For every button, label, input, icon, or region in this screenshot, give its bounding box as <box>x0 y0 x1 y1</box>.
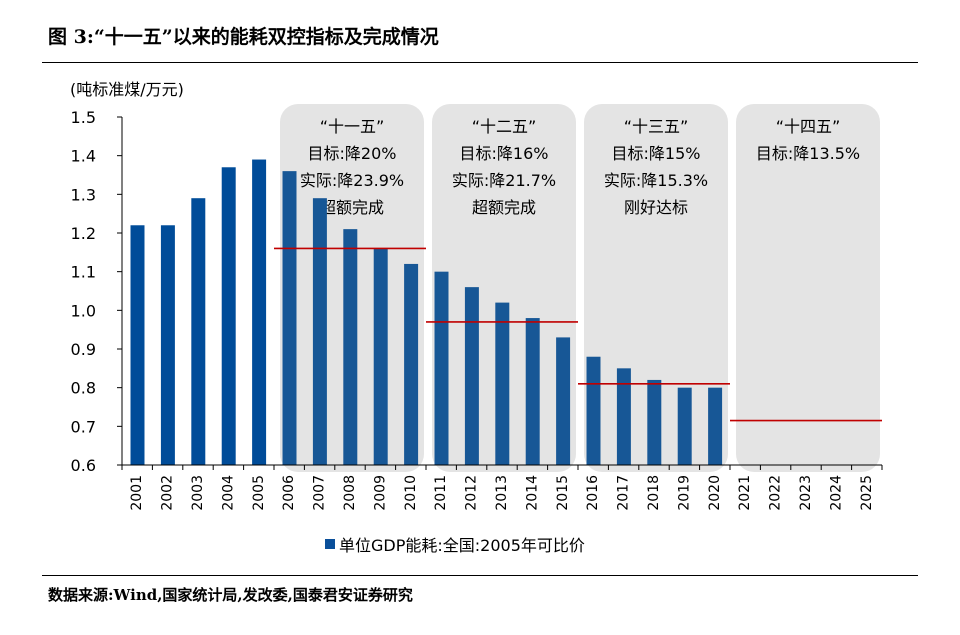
unit-label: (吨标准煤/万元) <box>70 80 184 99</box>
x-tick-label: 2013 <box>494 475 510 511</box>
bar <box>647 379 662 465</box>
x-tick-label: 2018 <box>646 475 662 511</box>
period-label: 超额完成 <box>472 198 536 217</box>
period-label: 目标:降13.5% <box>756 144 860 163</box>
bar <box>404 263 419 465</box>
bar <box>525 318 540 465</box>
x-tick-label: 2014 <box>524 475 540 511</box>
figure-title: 图 3:“十一五”以来的能耗双控指标及完成情况 <box>48 26 439 48</box>
period-label: “十四五” <box>776 117 841 136</box>
period-label: “十二五” <box>472 117 537 136</box>
x-tick-label: 2017 <box>616 475 632 511</box>
top-divider <box>42 62 918 63</box>
y-tick-label: 1.5 <box>71 108 96 127</box>
period-label: 超额完成 <box>320 198 384 217</box>
x-tick-label: 2001 <box>129 475 145 511</box>
bar <box>312 198 327 465</box>
period-label: 目标:降20% <box>308 144 397 163</box>
y-tick-label: 1.1 <box>71 263 96 282</box>
x-tick-label: 2006 <box>281 475 297 511</box>
period-box <box>736 104 880 472</box>
x-tick-label: 2003 <box>190 475 206 511</box>
period-label: 实际:降21.7% <box>452 171 556 190</box>
x-tick-label: 2011 <box>433 475 449 511</box>
bar <box>373 248 388 465</box>
period-label: “十一五” <box>320 117 385 136</box>
legend: 单位GDP能耗:全国:2005年可比价 <box>325 532 585 556</box>
x-tick-label: 2023 <box>798 475 814 511</box>
legend-swatch <box>325 539 335 549</box>
y-tick-label: 0.7 <box>71 417 96 436</box>
y-tick-label: 0.9 <box>71 340 96 359</box>
y-tick-label: 0.8 <box>71 379 96 398</box>
bar <box>160 225 175 465</box>
y-tick-label: 1.4 <box>71 147 96 166</box>
x-tick-label: 2010 <box>403 475 419 511</box>
bar <box>464 287 479 465</box>
bar <box>586 356 601 465</box>
period-label: 实际:降15.3% <box>604 171 708 190</box>
bar <box>556 337 571 465</box>
x-tick-label: 2008 <box>342 475 358 511</box>
bar <box>343 229 358 465</box>
x-tick-label: 2019 <box>676 475 692 511</box>
x-tick-label: 2009 <box>372 475 388 511</box>
period-label: 目标:降16% <box>460 144 549 163</box>
bar <box>677 387 692 465</box>
bar <box>708 387 723 465</box>
x-tick-label: 2004 <box>220 475 236 511</box>
source-note: 数据来源:Wind,国家统计局,发改委,国泰君安证券研究 <box>48 586 413 604</box>
bar <box>252 159 267 466</box>
bar <box>191 198 206 465</box>
bar <box>616 368 631 465</box>
x-tick-label: 2005 <box>251 475 267 511</box>
period-label: 目标:降15% <box>612 144 701 163</box>
period-label: “十三五” <box>624 117 689 136</box>
legend-label: 单位GDP能耗:全国:2005年可比价 <box>339 536 585 555</box>
x-tick-label: 2016 <box>585 475 601 511</box>
y-tick-label: 0.6 <box>71 456 96 475</box>
period-label: 实际:降23.9% <box>300 171 404 190</box>
period-label: 刚好达标 <box>624 198 688 217</box>
x-tick-label: 2012 <box>464 475 480 511</box>
bar <box>130 225 145 465</box>
y-tick-label: 1.2 <box>71 224 96 243</box>
x-tick-label: 2022 <box>768 475 784 511</box>
bar <box>434 271 449 465</box>
x-tick-label: 2021 <box>737 475 753 511</box>
bar <box>282 171 297 465</box>
bar <box>221 167 236 465</box>
x-tick-label: 2015 <box>555 475 571 511</box>
x-tick-label: 2002 <box>160 475 176 511</box>
x-tick-label: 2025 <box>859 475 875 511</box>
x-tick-label: 2024 <box>828 475 844 511</box>
x-tick-label: 2020 <box>707 475 723 511</box>
y-tick-label: 1.0 <box>71 301 96 320</box>
bottom-divider <box>42 575 918 576</box>
bar <box>495 302 510 465</box>
y-tick-label: 1.3 <box>71 185 96 204</box>
x-tick-label: 2007 <box>312 475 328 511</box>
